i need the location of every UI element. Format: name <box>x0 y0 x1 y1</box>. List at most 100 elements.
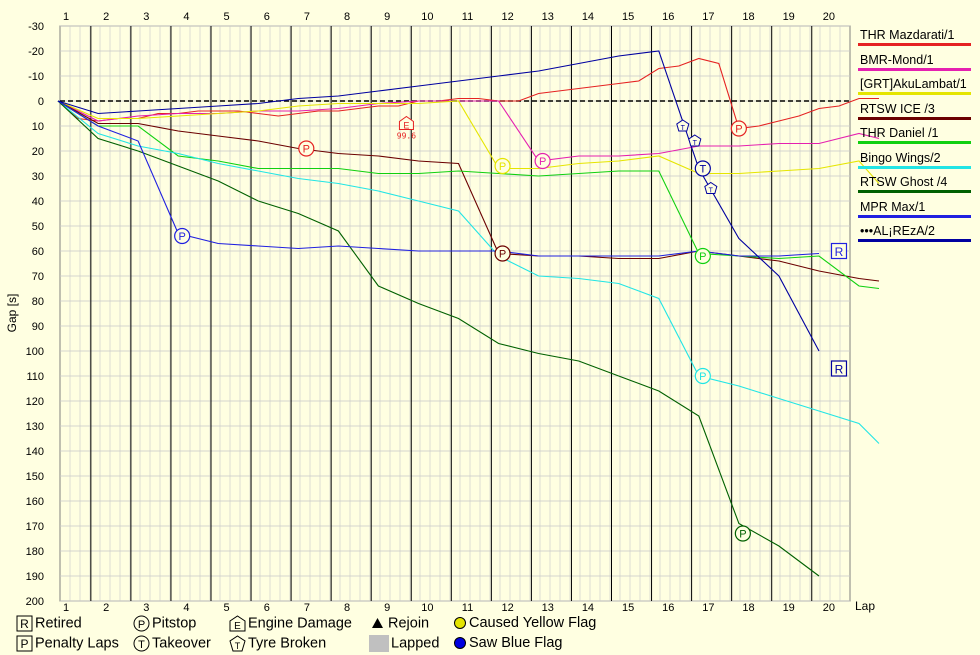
key-takeover: T Takeover <box>133 635 211 652</box>
legend-item: Bingo Wings/2 <box>858 151 973 173</box>
legend-label: [GRT]AkuLambat/1 <box>860 77 967 91</box>
tyre-broken-marker: T <box>676 119 690 132</box>
pitstop-marker: P <box>534 152 551 170</box>
svg-text:P: P <box>539 156 546 168</box>
x-tick-label-bottom: 15 <box>622 602 634 614</box>
retired-marker: R <box>830 360 848 377</box>
x-tick-label-top: 19 <box>783 11 795 23</box>
x-tick-label-top: 4 <box>183 11 189 23</box>
svg-text:99.6: 99.6 <box>397 132 416 141</box>
svg-text:P: P <box>499 161 506 173</box>
y-tick-label: 200 <box>26 596 44 608</box>
legend-label: MPR Max/1 <box>860 199 926 214</box>
pitstop-icon: P <box>133 615 150 632</box>
pitstop-marker: P <box>730 120 747 137</box>
takeover-marker: T <box>694 160 711 177</box>
legend-swatch <box>858 67 971 71</box>
x-tick-label-top: 12 <box>502 11 514 23</box>
svg-text:P: P <box>138 619 145 631</box>
svg-text:P: P <box>699 371 706 383</box>
legend-swatch <box>858 43 971 46</box>
x-tick-label-top: 20 <box>823 11 835 23</box>
pitstop-marker: P <box>694 367 711 385</box>
svg-text:E: E <box>234 621 241 632</box>
y-tick-label: 70 <box>32 271 44 283</box>
x-tick-label-top: 13 <box>542 11 554 23</box>
legend-label: •••AL¡REzA/2 <box>860 224 935 238</box>
lapped-swatch <box>369 635 389 652</box>
pitstop-marker: P <box>494 157 511 175</box>
key-caused-yellow-flag: Caused Yellow Flag <box>453 615 596 631</box>
x-tick-label-top: 7 <box>304 11 310 23</box>
svg-text:R: R <box>835 245 844 259</box>
legend-item: MPR Max/1 <box>858 200 973 222</box>
x-tick-label-bottom: 1 <box>63 602 69 614</box>
x-axis-title: Lap <box>855 599 875 613</box>
x-tick-label-top: 2 <box>103 11 109 23</box>
tyre-broken-marker: T <box>704 181 718 195</box>
x-tick-label-bottom: 7 <box>304 602 310 614</box>
y-tick-label: 50 <box>32 221 44 233</box>
x-tick-label-bottom: 17 <box>702 602 714 614</box>
series-line <box>57 100 880 282</box>
legend-item: [GRT]AkuLambat/1 <box>858 77 973 99</box>
x-tick-label-top: 17 <box>702 11 714 23</box>
x-tick-label-bottom: 19 <box>783 602 795 614</box>
y-tick-label: 60 <box>32 246 44 258</box>
y-tick-label: 160 <box>26 496 44 508</box>
svg-text:T: T <box>681 125 686 132</box>
y-tick-label: 20 <box>32 146 44 158</box>
svg-text:E: E <box>403 121 409 131</box>
pitstop-marker: P <box>174 227 191 245</box>
y-tick-label: 0 <box>38 96 44 108</box>
legend-label: RTSW ICE /3 <box>860 101 935 116</box>
legend-swatch <box>858 239 971 242</box>
series-line <box>57 100 820 577</box>
y-tick-label: -10 <box>28 71 44 83</box>
x-tick-label-bottom: 10 <box>421 602 433 614</box>
tyre-broken-marker: T <box>688 134 702 147</box>
x-tick-label-top: 14 <box>582 11 594 23</box>
legend-label: THR Mazdarati/1 <box>860 28 955 42</box>
pitstop-marker: P <box>734 525 751 542</box>
x-tick-label-bottom: 13 <box>542 602 554 614</box>
axes: -30-20-100102030405060708090100110120130… <box>5 11 875 614</box>
legend-swatch <box>858 214 971 218</box>
y-tick-label: 40 <box>32 196 44 208</box>
svg-text:P: P <box>303 144 310 156</box>
legend-item: RTSW ICE /3 <box>858 102 973 124</box>
legend-swatch <box>858 92 971 95</box>
x-tick-label-top: 18 <box>742 11 754 23</box>
legend-item: RTSW Ghost /4 <box>858 175 973 197</box>
x-tick-label-top: 5 <box>224 11 230 23</box>
svg-text:P: P <box>735 124 742 136</box>
series-line <box>57 100 880 444</box>
legend-item: BMR-Mond/1 <box>858 53 973 75</box>
legend-label: THR Daniel /1 <box>860 126 939 140</box>
y-tick-label: 10 <box>32 121 44 133</box>
y-tick-label: 150 <box>26 471 44 483</box>
rejoin-icon <box>372 618 383 628</box>
pitstop-marker: P <box>694 247 711 265</box>
y-tick-label: 170 <box>26 521 44 533</box>
pitstop-marker: P <box>494 245 511 262</box>
x-tick-label-bottom: 16 <box>662 602 674 614</box>
x-tick-label-top: 11 <box>462 11 473 23</box>
key-retired: R Retired <box>16 615 82 632</box>
x-tick-label-top: 15 <box>622 11 634 23</box>
svg-text:T: T <box>709 188 714 195</box>
engine-damage-icon: E <box>229 615 246 632</box>
y-tick-label: 80 <box>32 296 44 308</box>
legend-item: •••AL¡REzA/2 <box>858 224 973 246</box>
takeover-icon: T <box>133 635 150 652</box>
x-tick-label-bottom: 14 <box>582 602 594 614</box>
legend-swatch <box>858 165 971 169</box>
series-line <box>57 100 880 162</box>
y-tick-label: 100 <box>26 346 44 358</box>
x-tick-label-top: 6 <box>264 11 270 23</box>
key-pitstop: P Pitstop <box>133 615 196 632</box>
y-tick-label: 190 <box>26 571 44 583</box>
svg-text:T: T <box>699 164 706 176</box>
legend-item: THR Mazdarati/1 <box>858 28 973 50</box>
svg-text:T: T <box>693 140 698 147</box>
